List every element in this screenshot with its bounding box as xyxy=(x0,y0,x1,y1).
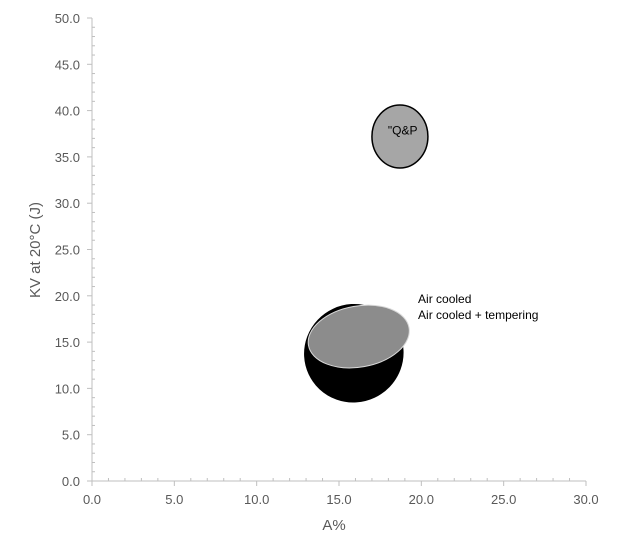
x-tick-label: 15.0 xyxy=(326,492,351,507)
labels-layer: "Q&P Air cooled Air cooled + tempering xyxy=(388,124,539,322)
x-tick-label: 0.0 xyxy=(83,492,101,507)
y-tick-label: 50.0 xyxy=(55,11,80,26)
x-tick-label: 5.0 xyxy=(165,492,183,507)
regions-layer xyxy=(304,104,429,403)
x-tick-label: 30.0 xyxy=(573,492,598,507)
y-tick-label: 35.0 xyxy=(55,150,80,165)
x-axis-label: A% xyxy=(322,517,345,534)
x-tick-label: 10.0 xyxy=(244,492,269,507)
y-tick-label: 40.0 xyxy=(55,104,80,119)
annotation-air-cooled-tempering: Air cooled + tempering xyxy=(418,308,538,322)
region-q-p xyxy=(371,104,429,169)
y-tick-label: 15.0 xyxy=(55,335,80,350)
region-air-cooled xyxy=(307,304,410,369)
region-label-qp: "Q&P xyxy=(388,124,418,138)
axes-layer: 0.0 5.0 10.0 15.0 20.0 25.0 30.0 35.0 40.0 45.0 50… xyxy=(27,11,599,534)
y-tick-label: 25.0 xyxy=(55,243,80,258)
x-tick-label: 20.0 xyxy=(409,492,434,507)
x-tick-label: 25.0 xyxy=(491,492,516,507)
annotation-air-cooled: Air cooled xyxy=(418,292,471,306)
y-axis-label: KV at 20°C (J) xyxy=(27,202,44,298)
y-tick-label: 20.0 xyxy=(55,289,80,304)
y-tick-label: 5.0 xyxy=(62,428,80,443)
y-tick-label: 45.0 xyxy=(55,57,80,72)
y-tick-label: 0.0 xyxy=(62,474,80,489)
y-tick-label: 30.0 xyxy=(55,196,80,211)
y-tick-label: 10.0 xyxy=(55,381,80,396)
